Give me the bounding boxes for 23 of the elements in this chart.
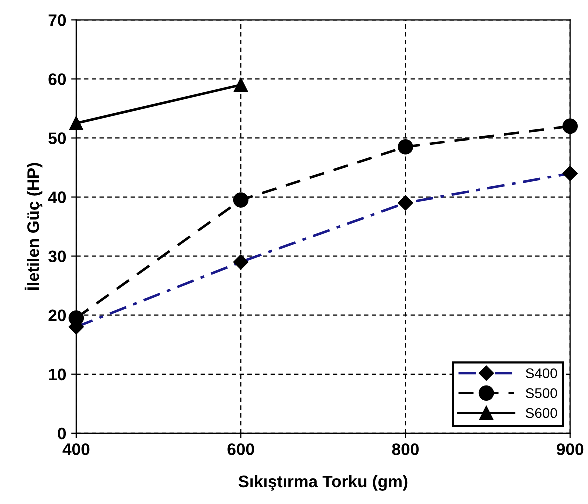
x-tick-label: 900 [557,444,584,456]
point [68,310,84,326]
y-tick-label: 20 [48,310,66,322]
y-tick-label: 40 [48,192,66,204]
y-tick-label: 10 [49,368,66,381]
point [69,116,84,130]
y-tick-label: 0 [58,428,66,440]
y-tick-label: 60 [48,74,66,86]
x-tick-label: 800 [392,444,419,456]
point [562,118,578,134]
y-axis-title: İletilen Güç (HP) [24,163,43,290]
y-tick-label: 50 [48,132,66,144]
x-tick-label: 600 [228,444,254,456]
legend-label: S500 [526,388,558,398]
x-tick-label: 400 [62,444,90,456]
legend-label: S400 [526,368,558,378]
legend-label: S600 [526,408,558,418]
y-tick-label: 30 [48,250,66,263]
point [398,139,414,155]
x-axis-title: Sıkıştırma Torku (gm) [238,475,408,491]
point [234,78,248,92]
point [233,192,249,208]
y-tick-label: 70 [48,14,66,26]
